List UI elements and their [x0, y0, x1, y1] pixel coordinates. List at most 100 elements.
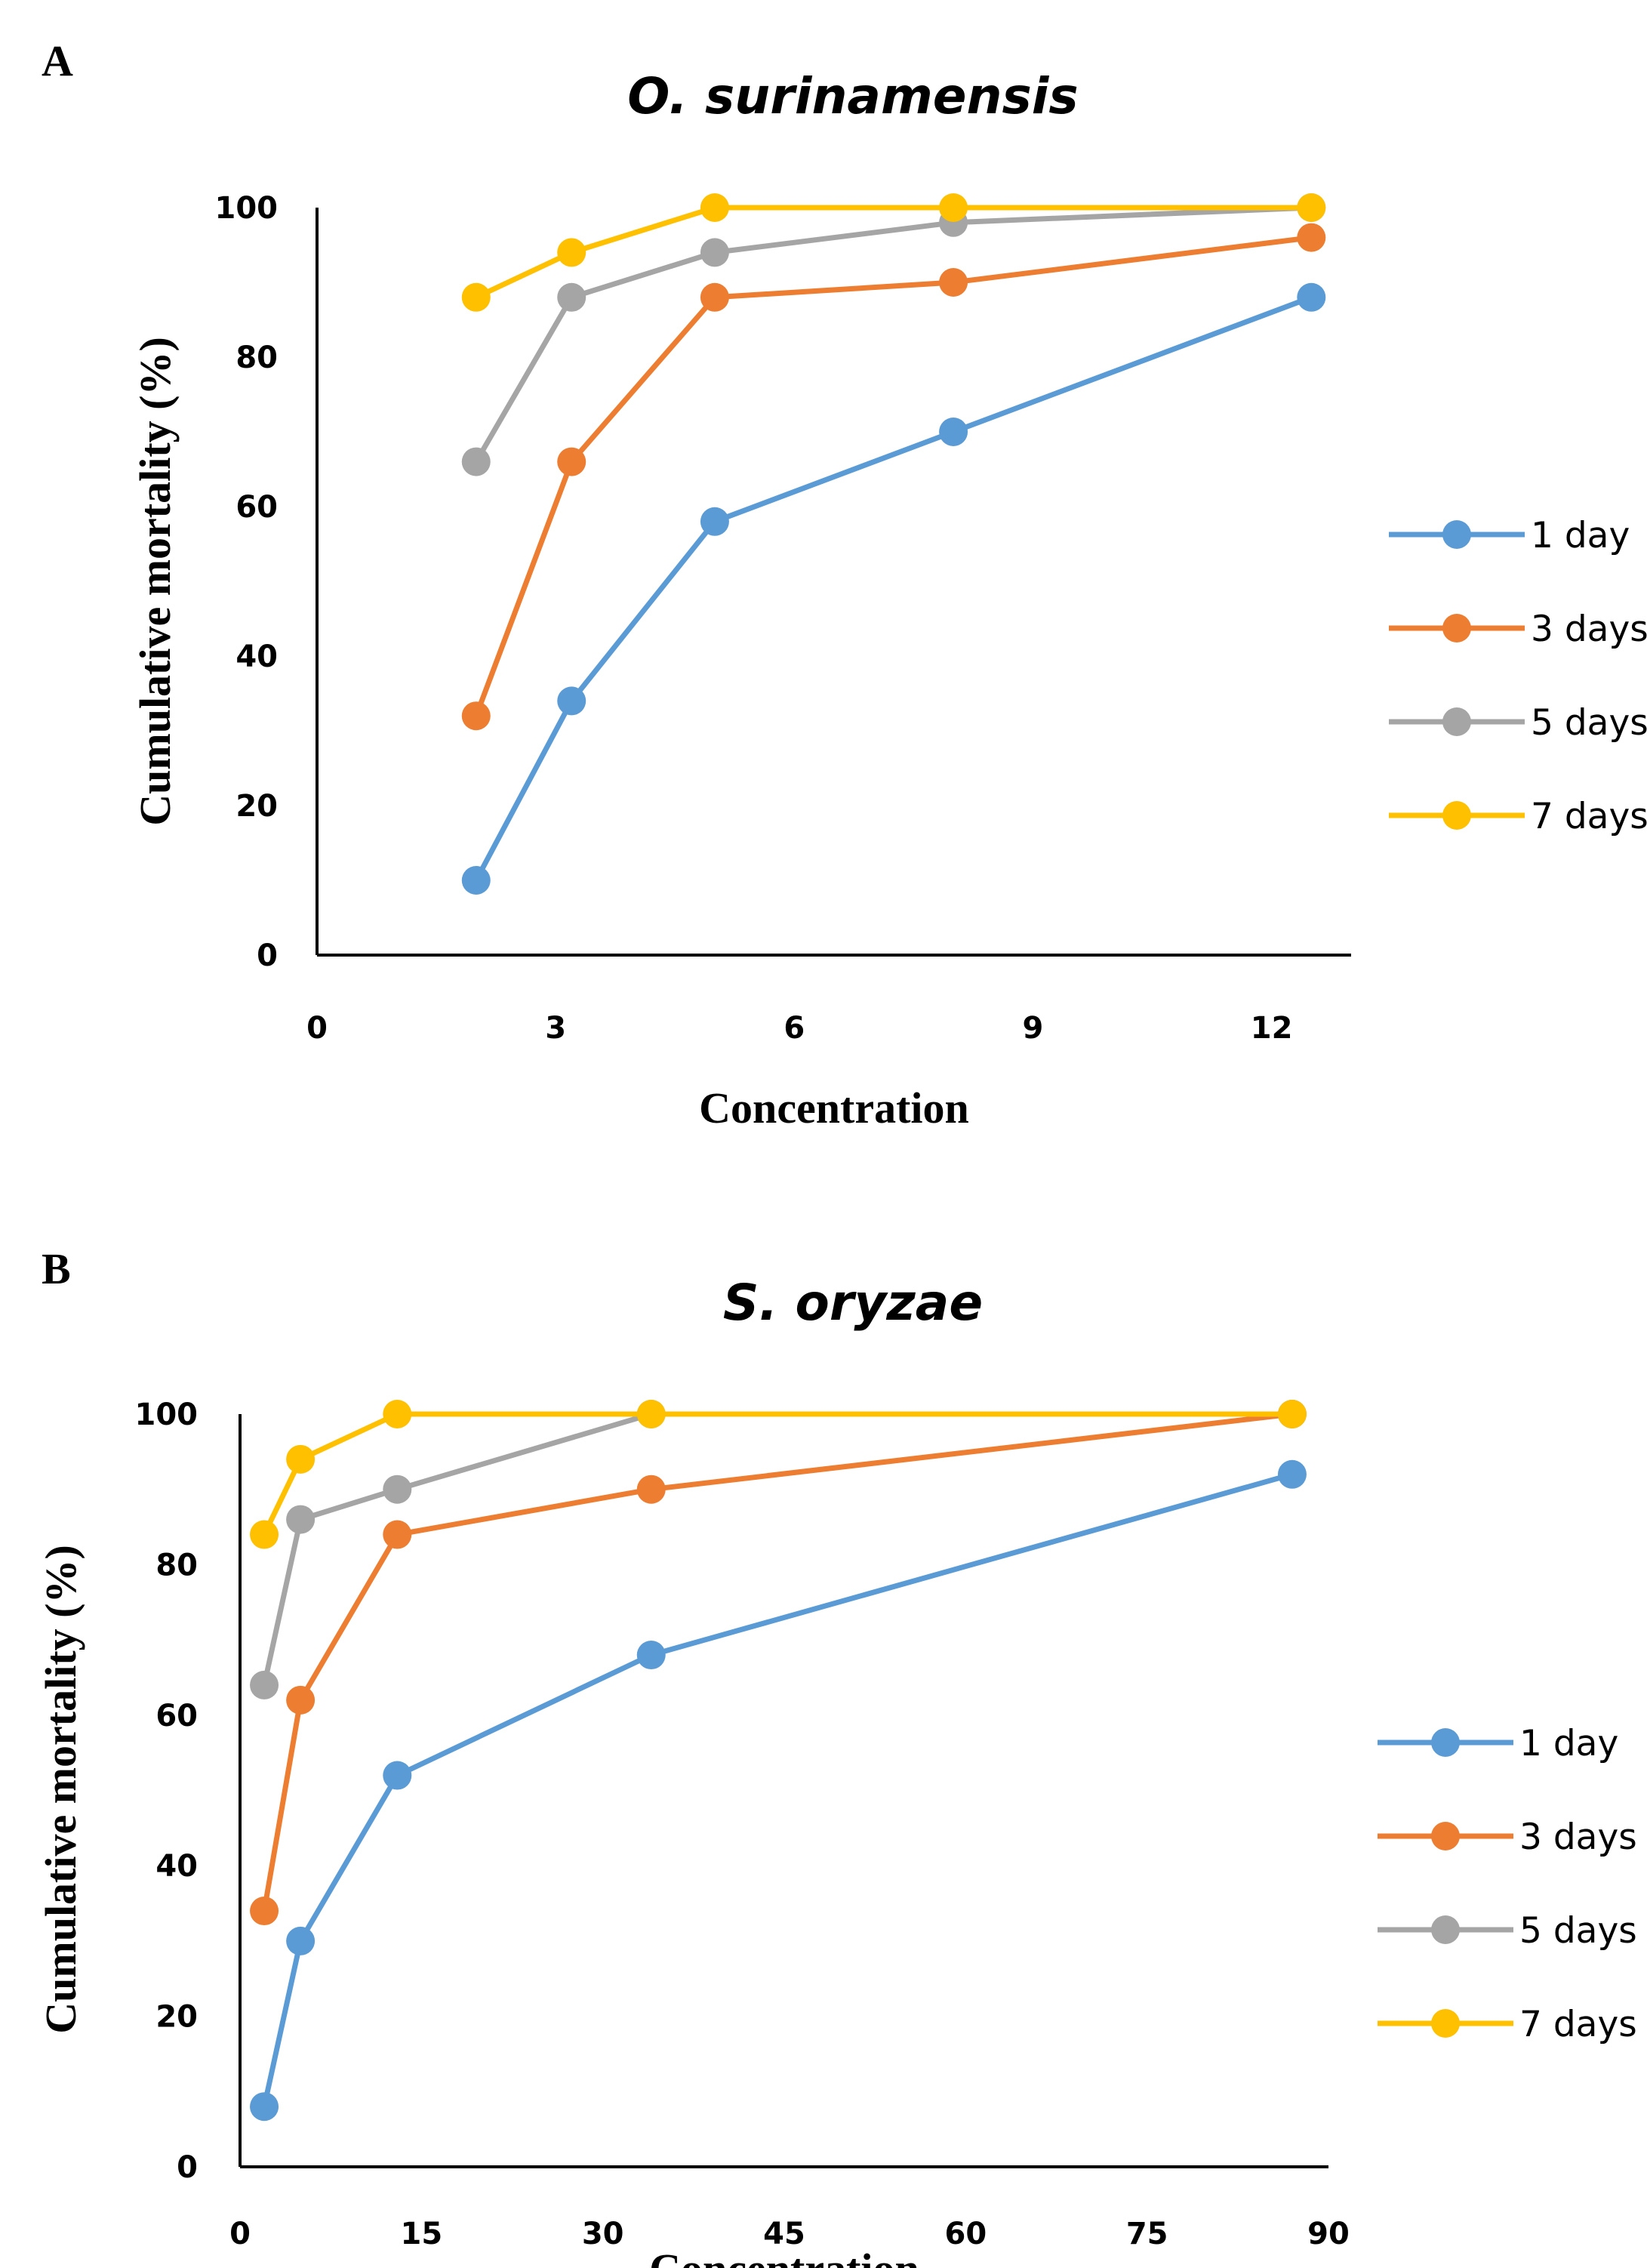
- legend-label: 5 days: [1519, 1910, 1637, 1952]
- data-point: [461, 701, 491, 731]
- data-point: [636, 1641, 666, 1670]
- chart-title: O. surinamensis: [627, 67, 1078, 125]
- legend-label: 7 days: [1519, 2004, 1637, 2045]
- data-point: [700, 282, 729, 312]
- y-tick-label: 60: [236, 490, 278, 525]
- chart-title: S. oryzae: [723, 1274, 983, 1332]
- x-axis-title: Concentration: [699, 1083, 969, 1132]
- legend-marker: [1431, 2009, 1460, 2038]
- y-tick-label: 60: [155, 1699, 198, 1733]
- data-point: [700, 507, 729, 536]
- data-point: [700, 193, 729, 222]
- legend-marker: [1442, 614, 1471, 642]
- y-axis-title: Cumulative mortality (%): [36, 1545, 85, 2034]
- series-3-days: [250, 1400, 1307, 1926]
- y-axis-title: Cumulative mortality (%): [131, 337, 180, 826]
- data-point: [250, 1520, 279, 1549]
- series-5-days: [250, 1400, 1307, 1699]
- x-tick-label: 90: [1307, 2217, 1350, 2251]
- data-point: [700, 238, 729, 267]
- series-1-day: [250, 1459, 1307, 2122]
- data-point: [286, 1926, 316, 1955]
- data-point: [1297, 193, 1326, 222]
- y-tick-label: 100: [215, 191, 279, 226]
- data-point: [1297, 223, 1326, 252]
- legend-label: 1 day: [1531, 515, 1630, 556]
- data-point: [250, 2092, 279, 2122]
- x-tick-label: 75: [1126, 2217, 1168, 2251]
- data-point: [557, 686, 586, 716]
- legend-marker: [1442, 707, 1471, 736]
- series-1-day: [461, 282, 1326, 895]
- data-point: [250, 1670, 279, 1699]
- data-point: [557, 238, 586, 267]
- legend-marker: [1431, 1915, 1460, 1944]
- data-point: [250, 1897, 279, 1926]
- legend-entry-5-days: 5 days: [1389, 702, 1647, 744]
- legend-entry-1-day: 1 day: [1378, 1723, 1618, 1764]
- data-point: [939, 193, 968, 222]
- y-tick-label: 20: [155, 2000, 198, 2035]
- x-tick-label: 6: [783, 1011, 805, 1046]
- y-tick-label: 0: [177, 2150, 198, 2185]
- data-point: [1297, 282, 1326, 312]
- x-tick-label: 9: [1023, 1011, 1044, 1046]
- series-3-days: [461, 223, 1326, 731]
- chart-o-surinamensis: O. surinamensis 0 20 40 60 80 100 0 3 6 9 12 Concent…: [131, 67, 1647, 1132]
- x-tick-label: 3: [545, 1011, 566, 1046]
- legend-entry-3-days: 3 days: [1378, 1817, 1637, 1858]
- x-tick-label: 60: [944, 2217, 987, 2251]
- data-point: [1277, 1459, 1307, 1489]
- data-point: [286, 1505, 316, 1534]
- x-tick-label: 15: [400, 2217, 442, 2251]
- legend-entry-1-day: 1 day: [1389, 515, 1630, 556]
- data-point: [557, 447, 586, 476]
- legend-entry-3-days: 3 days: [1389, 609, 1647, 650]
- series-line-1-day: [473, 294, 1313, 882]
- data-point: [939, 268, 968, 297]
- data-point: [557, 282, 586, 312]
- data-point: [286, 1685, 316, 1715]
- y-tick-label: 80: [155, 1548, 198, 1582]
- x-tick-label: 12: [1251, 1011, 1293, 1046]
- y-tick-label: 20: [236, 789, 278, 824]
- y-tick-label: 40: [236, 639, 278, 674]
- series-line-3-days: [473, 235, 1312, 717]
- x-tick-label: 30: [582, 2217, 624, 2251]
- x-tick-label: 45: [763, 2217, 805, 2251]
- x-tick-label: 0: [229, 2217, 251, 2251]
- data-point: [636, 1475, 666, 1504]
- data-point: [939, 418, 968, 446]
- legend-marker: [1442, 801, 1471, 830]
- x-axis-title: Concentration: [649, 2245, 919, 2268]
- data-point: [636, 1400, 666, 1428]
- series-7-days: [461, 193, 1326, 312]
- series-line-1-day: [261, 1471, 1293, 2107]
- legend-marker: [1431, 1728, 1460, 1757]
- data-point: [286, 1444, 316, 1474]
- legend-label: 1 day: [1519, 1723, 1618, 1764]
- data-point: [1277, 1400, 1307, 1428]
- legend-entry-7-days: 7 days: [1378, 2004, 1637, 2045]
- panel-letter-a: A: [42, 36, 73, 85]
- data-point: [383, 1520, 412, 1549]
- series-7-days: [250, 1400, 1307, 1549]
- series-line-5-days: [261, 1411, 1292, 1686]
- y-tick-label: 100: [135, 1397, 199, 1432]
- data-point: [461, 866, 491, 895]
- x-tick-label: 0: [306, 1011, 328, 1046]
- legend-entry-7-days: 7 days: [1389, 796, 1647, 837]
- y-tick-label: 80: [236, 341, 278, 375]
- data-point: [461, 447, 491, 476]
- legend-label: 3 days: [1531, 609, 1647, 650]
- legend-label: 7 days: [1531, 796, 1647, 837]
- series-5-days: [461, 193, 1326, 476]
- legend-entry-5-days: 5 days: [1378, 1910, 1637, 1952]
- y-tick-label: 40: [155, 1849, 198, 1884]
- legend-label: 5 days: [1531, 702, 1647, 744]
- data-point: [461, 282, 491, 312]
- legend-marker: [1431, 1822, 1460, 1850]
- panel-letter-b: B: [42, 1244, 71, 1293]
- data-point: [383, 1475, 412, 1504]
